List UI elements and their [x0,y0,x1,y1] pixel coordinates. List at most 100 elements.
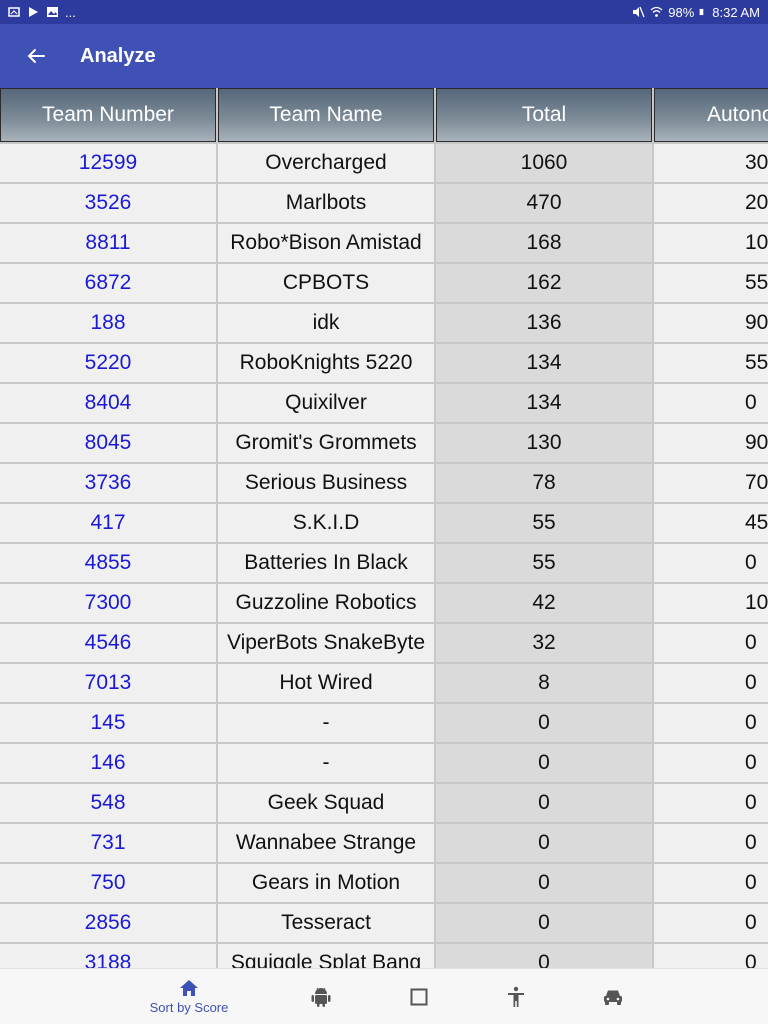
autonomous-cell: 0 [654,904,768,942]
table-row[interactable]: 5220 RoboKnights 5220 134 55 [0,344,768,382]
autonomous-cell: 0 [654,864,768,902]
page-title: Analyze [80,44,156,67]
nav-sort-by-score[interactable]: Sort by Score [144,969,234,1025]
nav-accessibility[interactable] [471,969,561,1025]
team-name-cell: Overcharged [218,144,434,182]
team-name-cell: Batteries In Black [218,544,434,582]
header-total[interactable]: Total [436,88,652,142]
team-name-cell: Geek Squad [218,784,434,822]
table-row[interactable]: 417 S.K.I.D 55 45 [0,504,768,542]
autonomous-cell: 0 [654,624,768,662]
team-name-cell: - [218,744,434,782]
clock: 8:32 AM [712,4,760,20]
total-cell: 1060 [436,144,652,182]
bottom-nav: Sort by Score [0,968,768,1024]
autonomous-cell: 45 [654,504,768,542]
team-name-cell: - [218,704,434,742]
team-number-cell: 4855 [0,544,216,582]
total-cell: 0 [436,864,652,902]
accessibility-icon [508,986,524,1007]
table-row[interactable]: 3526 Marlbots 470 20 [0,184,768,222]
total-cell: 136 [436,304,652,342]
table-row[interactable]: 145-0 0 [0,704,768,742]
autonomous-cell: 90 [654,424,768,462]
team-number-cell: 750 [0,864,216,902]
team-number-cell: 8811 [0,224,216,262]
autonomous-cell: 0 [654,784,768,822]
table-row[interactable]: 548 Geek Squad 0 0 [0,784,768,822]
square-icon [410,988,428,1006]
table-row[interactable]: 7013 Hot Wired 8 0 [0,664,768,702]
table-row[interactable]: 8811 Robo*Bison Amistad 168 10 [0,224,768,262]
total-cell: 0 [436,704,652,742]
table-row[interactable]: 4546 ViperBots SnakeByte 32 0 [0,624,768,662]
team-number-cell: 7013 [0,664,216,702]
team-name-cell: Tesseract [218,904,434,942]
total-cell: 470 [436,184,652,222]
battery-percent: 98% [668,4,695,20]
nav-square[interactable] [374,969,464,1025]
team-name-cell: Wannabee Strange [218,824,434,862]
total-cell: 55 [436,544,652,582]
team-name-cell: S.K.I.D [218,504,434,542]
table-row[interactable]: 146-0 0 [0,744,768,782]
system-icons: 98% 8:32 AM [632,5,760,20]
image-icon [47,7,58,17]
total-cell: 134 [436,384,652,422]
table-row[interactable]: 731 Wannabee Strange 0 0 [0,824,768,862]
table-row[interactable]: 8045 Gromit's Grommets 130 90 [0,424,768,462]
table-row[interactable]: 7300 Guzzoline Robotics 42 10 [0,584,768,622]
table-row[interactable]: 2856 Tesseract 0 0 [0,904,768,942]
table-row[interactable]: 3188 Squiggle Splat Bang 0 0 [0,944,768,968]
team-number-cell: 145 [0,704,216,742]
autonomous-cell: 90 [654,304,768,342]
team-name-cell: Serious Business [218,464,434,502]
nav-car[interactable] [568,969,658,1025]
team-number-cell: 417 [0,504,216,542]
team-number-cell: 2856 [0,904,216,942]
table-row[interactable]: 6872 CPBOTS 162 55 [0,264,768,302]
score-table-container[interactable]: Team Number Team Name Total Autono 12599… [0,88,768,968]
header-team-number[interactable]: Team Number [0,88,216,142]
team-number-cell: 146 [0,744,216,782]
android-icon [311,987,331,1007]
team-name-cell: Hot Wired [218,664,434,702]
autonomous-cell: 30 [654,144,768,182]
total-cell: 55 [436,504,652,542]
header-autonomous[interactable]: Autono [654,88,768,142]
team-number-cell: 8045 [0,424,216,462]
team-number-cell: 3736 [0,464,216,502]
table-row[interactable]: 188 idk 136 90 [0,304,768,342]
team-name-cell: ViperBots SnakeByte [218,624,434,662]
table-row[interactable]: 3736 Serious Business 78 70 [0,464,768,502]
nav-android[interactable] [276,969,366,1025]
table-row[interactable]: 750 Gears in Motion 0 0 [0,864,768,902]
autonomous-cell: 0 [654,944,768,968]
table-row[interactable]: 12599 Overcharged 1060 30 [0,144,768,182]
header-team-name[interactable]: Team Name [218,88,434,142]
app-bar: Analyze [0,24,768,88]
team-number-cell: 4546 [0,624,216,662]
back-button[interactable] [0,24,72,88]
battery-icon [699,8,704,16]
total-cell: 42 [436,584,652,622]
team-number-cell: 12599 [0,144,216,182]
team-name-cell: Gromit's Grommets [218,424,434,462]
total-cell: 0 [436,744,652,782]
table-row[interactable]: 4855 Batteries In Black 55 0 [0,544,768,582]
table-row[interactable]: 8404 Quixilver 134 0 [0,384,768,422]
team-number-cell: 5220 [0,344,216,382]
team-number-cell: 8404 [0,384,216,422]
team-name-cell: Squiggle Splat Bang [218,944,434,968]
autonomous-cell: 0 [654,664,768,702]
autonomous-cell: 55 [654,344,768,382]
autonomous-cell: 0 [654,824,768,862]
team-name-cell: RoboKnights 5220 [218,344,434,382]
total-cell: 134 [436,344,652,382]
team-number-cell: 731 [0,824,216,862]
autonomous-cell: 55 [654,264,768,302]
total-cell: 162 [436,264,652,302]
table-body: 12599 Overcharged 1060 30 3526 Marlbots 470 20 8… [0,144,768,968]
team-name-cell: CPBOTS [218,264,434,302]
status-bar: ... 98% 8:32 AM [0,0,768,24]
